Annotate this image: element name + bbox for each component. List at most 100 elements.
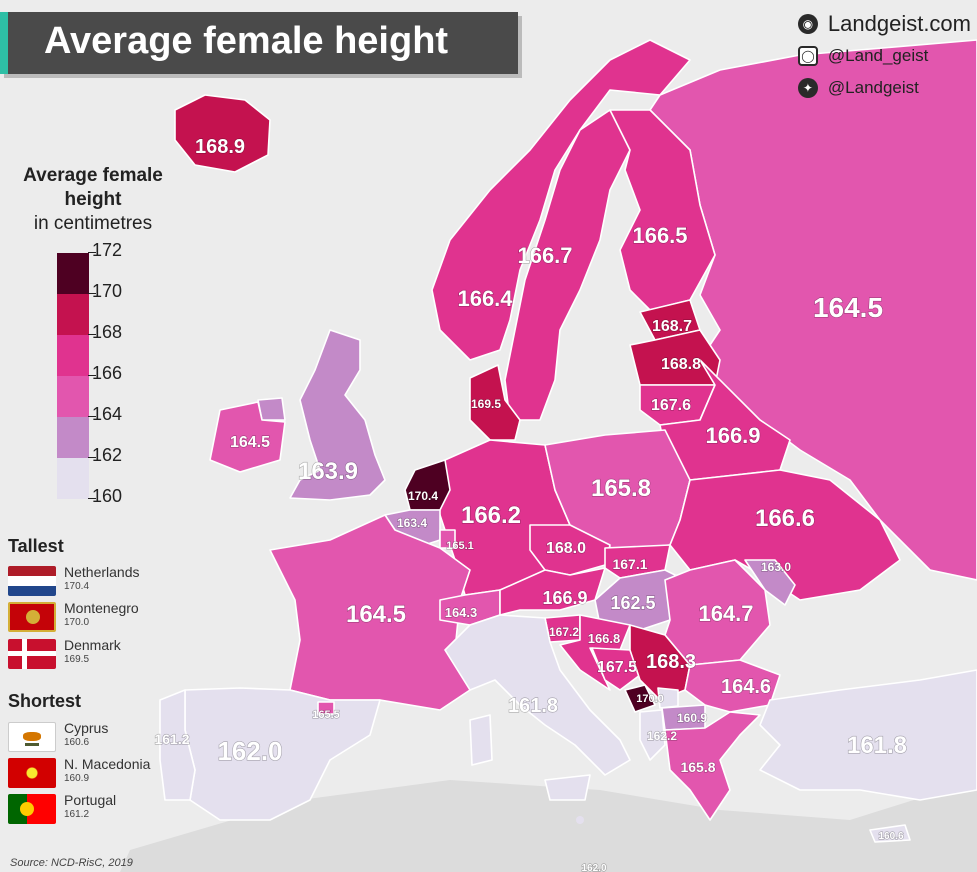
label-montenegro: 170.0 — [636, 693, 664, 705]
legend-tick-label: 162 — [87, 445, 123, 465]
legend-title-bold: Average female height — [23, 165, 163, 210]
social-links: ◉ Landgeist.com ◯ @Land_geist ✦ @Landgei… — [797, 8, 971, 104]
legend-segment — [57, 417, 89, 458]
label-serbia: 168.3 — [646, 651, 696, 673]
shortest-value: 160.6 — [64, 737, 90, 748]
portugal-flag — [8, 794, 56, 824]
label-slovenia: 167.2 — [549, 625, 579, 639]
country-andorra — [317, 701, 335, 715]
website-text: Landgeist.com — [827, 11, 971, 36]
country-bulgaria — [684, 659, 781, 713]
label-uk: 163.9 — [298, 458, 358, 485]
country-bosnia — [591, 647, 641, 691]
label-belarus: 166.9 — [705, 423, 760, 448]
shortest-heading: Shortest — [8, 691, 82, 711]
twitter-handle: @Landgeist — [827, 78, 919, 97]
tallest-item-netherlands: Netherlands 170.4 — [8, 564, 188, 600]
country-sweden — [504, 109, 631, 421]
label-netherlands: 170.4 — [408, 489, 438, 503]
legend-title-unit: in centimetres — [33, 213, 153, 234]
legend-tick-label: 172 — [87, 240, 123, 260]
tallest-value: 170.0 — [64, 617, 90, 628]
north-macedonia-flag — [8, 758, 56, 788]
legend-tick-label: 164 — [87, 404, 123, 424]
country-italy — [444, 614, 631, 776]
country-iceland — [174, 94, 271, 173]
label-italy: 161.8 — [508, 695, 558, 717]
tallest-value: 170.4 — [64, 581, 90, 592]
cyprus-flag — [8, 722, 56, 752]
montenegro-flag — [8, 602, 56, 632]
label-austria: 166.9 — [542, 588, 587, 608]
legend-color-scale — [57, 253, 89, 500]
country-cyprus — [869, 824, 911, 843]
country-luxembourg — [439, 529, 456, 549]
label-cyprus: 160.6 — [878, 831, 903, 842]
country-greece — [664, 711, 761, 821]
label-belgium: 163.4 — [397, 516, 427, 530]
label-latvia: 168.8 — [661, 356, 701, 373]
shortest-value: 160.9 — [64, 773, 90, 784]
netherlands-flag — [8, 566, 56, 596]
source-note: Source: NCD-RisC, 2019 — [10, 857, 133, 869]
tallest-name: Montenegro — [64, 600, 139, 616]
label-ireland: 164.5 — [230, 434, 270, 451]
island-sicily — [544, 774, 591, 801]
title-banner: Average female height — [0, 12, 518, 74]
tallest-name: Netherlands — [64, 564, 140, 580]
country-montenegro — [624, 684, 656, 713]
label-denmark: 169.5 — [471, 397, 501, 411]
legend-segment — [57, 458, 89, 499]
island-sardinia — [469, 714, 493, 766]
country-kosovo — [657, 687, 679, 709]
label-spain: 162.0 — [217, 736, 282, 766]
label-malta: 162.0 — [581, 863, 606, 872]
tallest-heading: Tallest — [8, 536, 64, 556]
country-portugal — [159, 689, 196, 801]
country-ireland — [209, 401, 286, 473]
shortest-name: N. Macedonia — [64, 756, 151, 772]
label-luxembourg: 165.1 — [446, 540, 474, 552]
tallest-item-denmark: Denmark 169.5 — [8, 637, 188, 673]
legend-segment — [57, 253, 89, 294]
tallest-value: 169.5 — [64, 654, 90, 665]
shortest-item-north-macedonia: N. Macedonia 160.9 — [8, 756, 188, 792]
country-uk — [289, 329, 386, 501]
legend-tick-label: 166 — [87, 363, 123, 383]
instagram-link[interactable]: ◯ @Land_geist — [797, 40, 971, 72]
country-romania — [664, 559, 771, 666]
label-russia: 164.5 — [813, 292, 883, 323]
label-sweden: 166.7 — [517, 243, 572, 268]
label-albania: 162.2 — [647, 729, 677, 743]
country-norway — [431, 39, 691, 361]
label-norway: 166.4 — [457, 286, 513, 311]
background-land-south — [120, 780, 977, 872]
label-slovakia: 167.1 — [612, 556, 647, 572]
label-switzerland: 164.3 — [445, 605, 478, 620]
shortest-name: Portugal — [64, 792, 117, 808]
label-finland: 166.5 — [632, 223, 687, 248]
label-poland: 165.8 — [591, 475, 651, 502]
country-croatia — [559, 614, 631, 691]
twitter-link[interactable]: ✦ @Landgeist — [797, 72, 971, 104]
label-france: 164.5 — [346, 601, 406, 628]
legend-segment — [57, 294, 89, 335]
instagram-icon: ◯ — [797, 46, 818, 66]
country-denmark — [469, 364, 521, 441]
website-link[interactable]: ◉ Landgeist.com — [797, 8, 971, 40]
country-czechia — [529, 524, 611, 576]
legend-tick-label: 170 — [87, 281, 123, 301]
shortest-item-cyprus: Cyprus 160.6 — [8, 720, 188, 756]
tallest-item-montenegro: Montenegro 170.0 — [8, 600, 188, 636]
country-malta — [576, 816, 584, 824]
label-north-macedonia: 160.9 — [677, 711, 707, 725]
label-hungary: 162.5 — [610, 593, 655, 613]
country-turkey — [759, 669, 977, 801]
country-ukraine — [669, 469, 901, 601]
label-croatia: 166.8 — [588, 631, 621, 646]
title-accent-bar — [0, 12, 8, 74]
label-bosnia: 167.5 — [597, 659, 637, 676]
legend-tick-label: 160 — [87, 486, 123, 506]
label-lithuania: 167.6 — [651, 397, 691, 414]
